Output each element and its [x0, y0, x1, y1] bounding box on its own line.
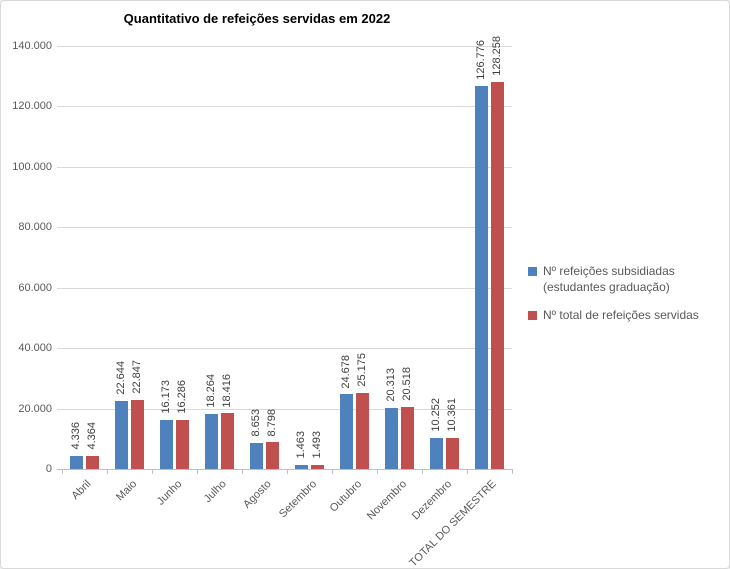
y-axis-label: 80.000 — [18, 221, 52, 234]
y-axis-label: 40.000 — [18, 342, 52, 355]
bar-value-label: 25.175 — [356, 353, 368, 387]
bar-total[interactable] — [86, 455, 99, 469]
gridline — [57, 287, 512, 289]
legend: Nº refeições subsidiadas (estudantes gra… — [528, 264, 724, 337]
bar-subsidiadas[interactable] — [430, 438, 443, 469]
bar-subsidiadas[interactable] — [295, 464, 308, 469]
bar-subsidiadas[interactable] — [475, 86, 488, 469]
bar-value-label: 22.847 — [131, 360, 143, 394]
x-axis-tick — [422, 469, 423, 474]
bar-value-label: 20.313 — [385, 367, 397, 402]
bar-value-label: 4.364 — [86, 422, 98, 450]
bar-subsidiadas[interactable] — [250, 442, 263, 469]
bar-total[interactable] — [401, 407, 414, 469]
bar-total[interactable] — [491, 81, 504, 469]
legend-label: Nº refeições subsidiadas (estudantes gra… — [543, 264, 675, 294]
chart-title: Quantitativo de refeições servidas em 20… — [123, 11, 391, 26]
gridline — [57, 166, 512, 168]
x-axis-tick — [152, 469, 153, 474]
bar-total[interactable] — [446, 437, 459, 469]
legend-label: Nº total de refeições servidas — [543, 308, 699, 323]
bar-subsidiadas[interactable] — [160, 420, 173, 469]
category-label: Agosto — [241, 478, 274, 511]
bar-value-label: 1.463 — [295, 431, 307, 459]
bar-value-label: 10.252 — [430, 398, 442, 432]
gridline — [57, 46, 512, 47]
legend-swatch-icon — [528, 311, 537, 321]
legend-swatch-icon — [528, 267, 537, 276]
bar-total[interactable] — [356, 392, 369, 469]
bar-total[interactable] — [221, 413, 234, 469]
y-axis-label: 0 — [45, 463, 52, 475]
bar-value-label: 8.653 — [250, 409, 262, 437]
bar-total[interactable] — [266, 442, 279, 469]
bar-value-label: 20.518 — [401, 367, 413, 401]
bar-value-label: 8.798 — [266, 408, 278, 437]
category-label: Dezembro — [409, 478, 454, 523]
category-label: Julho — [201, 478, 229, 506]
bar-total[interactable] — [176, 419, 189, 469]
category-label: Junho — [154, 478, 184, 508]
gridline — [57, 408, 512, 410]
bar-total[interactable] — [131, 400, 144, 469]
x-axis-line — [57, 469, 512, 470]
bar-subsidiadas[interactable] — [385, 407, 398, 469]
x-axis-tick — [467, 469, 468, 474]
bar-value-label: 4.336 — [70, 422, 82, 450]
y-axis-label: 20.000 — [18, 402, 52, 415]
x-axis-tick — [107, 469, 108, 474]
x-axis-tick — [62, 469, 63, 474]
bar-subsidiadas[interactable] — [340, 394, 353, 469]
bar-value-label: 126.776 — [475, 40, 487, 80]
x-axis-tick — [197, 469, 198, 474]
bar-value-label: 10.361 — [446, 398, 458, 432]
gridline — [57, 348, 512, 350]
bar-subsidiadas[interactable] — [205, 413, 218, 469]
bar-value-label: 18.264 — [205, 374, 217, 408]
x-axis-tick — [377, 469, 378, 474]
bar-value-label: 128.258 — [491, 35, 503, 76]
y-axis-label: 120.000 — [12, 100, 52, 113]
category-label: TOTAL DO SEMESTRE — [407, 478, 499, 569]
bar-value-label: 16.286 — [176, 380, 188, 414]
bar-value-label: 1.493 — [311, 430, 323, 459]
bar-total[interactable] — [311, 464, 324, 469]
legend-entry[interactable]: Nº refeições subsidiadas (estudantes gra… — [528, 264, 724, 295]
x-axis-tick — [287, 469, 288, 474]
x-axis-tick — [512, 469, 513, 474]
category-label: Setembro — [276, 478, 319, 521]
bar-value-label: 18.416 — [221, 373, 233, 408]
bar-value-label: 22.644 — [115, 360, 127, 395]
y-axis-label: 140.000 — [12, 40, 52, 52]
category-label: Maio — [113, 478, 139, 504]
x-axis-tick — [332, 469, 333, 474]
bar-value-label: 16.173 — [160, 380, 172, 415]
bar-subsidiadas[interactable] — [115, 400, 128, 469]
category-label: Abril — [69, 478, 94, 503]
gridline — [57, 106, 512, 108]
y-axis-label: 100.000 — [12, 160, 52, 173]
gridline — [57, 227, 512, 229]
category-label: Novembro — [364, 478, 409, 523]
category-label: Outubro — [327, 478, 364, 515]
bar-subsidiadas[interactable] — [70, 455, 83, 469]
x-axis-tick — [242, 469, 243, 474]
bar-value-label: 24.678 — [340, 354, 352, 389]
y-axis-label: 60.000 — [18, 281, 52, 294]
legend-entry[interactable]: Nº total de refeições servidas — [528, 308, 724, 324]
